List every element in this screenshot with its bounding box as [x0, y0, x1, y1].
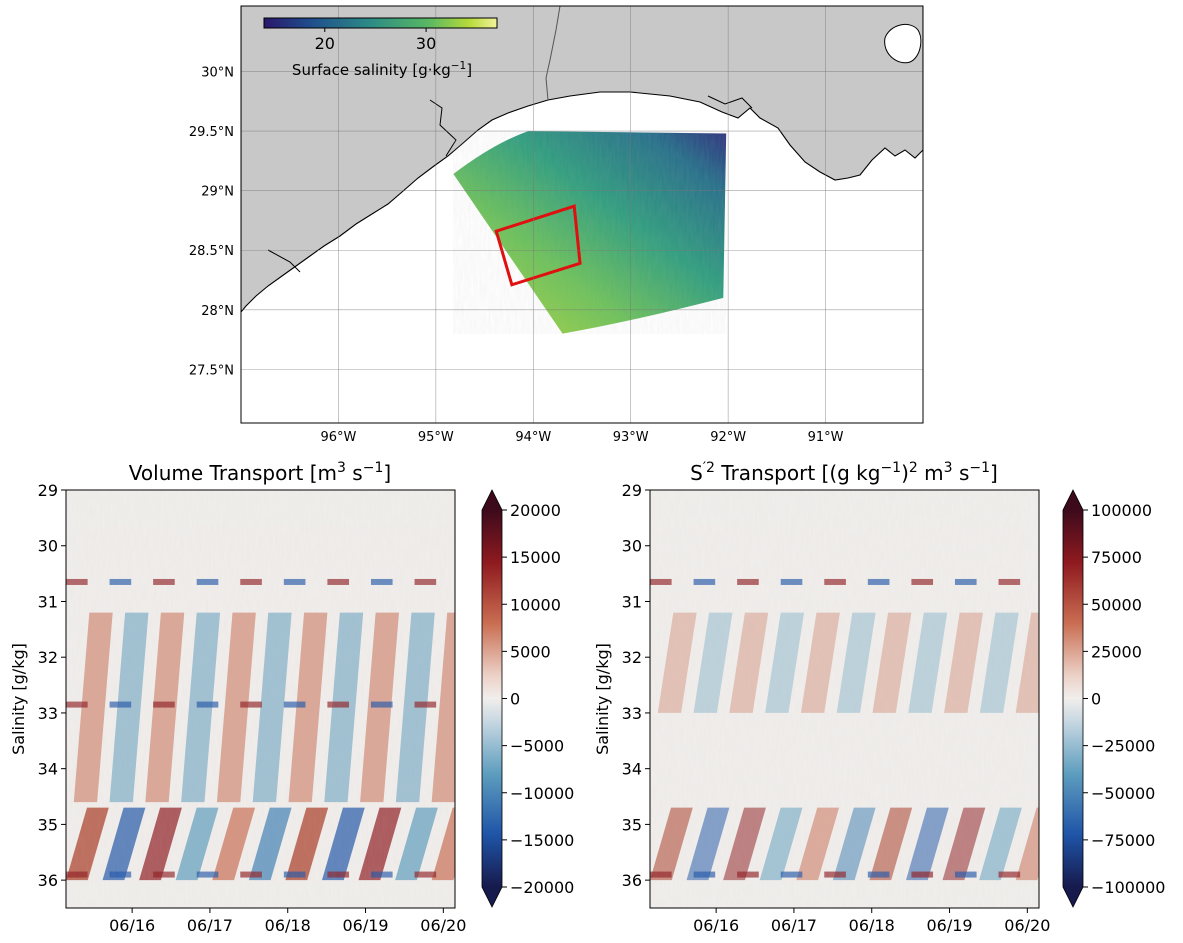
coastal-lake	[884, 23, 922, 64]
x-tick-label: 06/19	[926, 916, 972, 935]
y-tick-label: 33	[622, 704, 642, 723]
map-lat-tick: 30°N	[201, 66, 234, 81]
colorbar-tick-label: −5000	[510, 737, 564, 756]
map-lon-tick: 92°W	[710, 430, 746, 445]
x-tick-label: 06/18	[849, 916, 895, 935]
y-tick-label: 34	[38, 760, 58, 779]
colorbar-tick-label: 20000	[510, 501, 561, 520]
volume-transport-title: Volume Transport [m3 s−1]	[129, 460, 391, 485]
river-line	[545, 6, 561, 101]
y-tick-label: 32	[622, 648, 642, 667]
map-tick-labels: 96°W 95°W 94°W 93°W 92°W 91°W 27.5°N 28°N 28.5°N…	[189, 66, 844, 445]
salinity-variance-transport-colorbar: 100000 75000 50000 25000 0 −25000 −50000 −75000…	[1062, 489, 1165, 908]
map-lat-tick: 29.5°N	[189, 125, 234, 140]
colorbar-tick-label: 75000	[1091, 548, 1142, 567]
colorbar-tick-label: −15000	[510, 831, 574, 850]
y-tick-label: 31	[622, 592, 642, 611]
y-tick-label: 36	[38, 871, 58, 890]
x-tick-label: 06/17	[187, 916, 233, 935]
colorbar-tick-label: 100000	[1091, 501, 1152, 520]
colorbar-tick-label: 50000	[1091, 595, 1142, 614]
map-lon-tick: 93°W	[613, 430, 649, 445]
map-gridlines	[241, 6, 923, 423]
map-lon-tick: 96°W	[320, 430, 356, 445]
y-tick-label: 36	[622, 871, 642, 890]
colorbar-gradient	[1063, 510, 1083, 887]
salinity-variance-transport-frame	[649, 489, 1040, 909]
y-tick-label: 30	[622, 537, 642, 556]
x-tick-label: 06/16	[109, 916, 155, 935]
salinity-colorbar: 20 30 Surface salinity [g·kg−1]	[263, 17, 498, 79]
map-frame	[240, 5, 924, 424]
x-tick-label: 06/19	[342, 916, 388, 935]
colorbar-min-arrow	[1063, 887, 1083, 907]
salinity-variance-transport-title: S′2 Transport [(g kg−1)2 m3 s−1]	[690, 460, 998, 485]
x-tick-label: 06/20	[420, 916, 466, 935]
colorbar-tick-label: −100000	[1091, 878, 1165, 897]
volume-transport-panel: Volume Transport [m3 s−1] 06/16 06/17 06/1…	[9, 460, 574, 935]
colorbar-tick-label: 25000	[1091, 642, 1142, 661]
colorbar-tick-label: −75000	[1091, 831, 1155, 850]
x-tick-label: 06/18	[265, 916, 311, 935]
colorbar-gradient	[482, 510, 502, 887]
volume-transport-frame	[65, 489, 456, 909]
land-mass	[241, 6, 923, 313]
salinity-variance-transport-texture	[650, 490, 1039, 908]
map-lat-tick: 29°N	[201, 185, 234, 200]
colorbar-tick-label: 10000	[510, 595, 561, 614]
y-tick-label: 29	[38, 481, 58, 500]
y-tick-label: 30	[38, 537, 58, 556]
model-domain-texture	[453, 131, 727, 334]
map-lon-tick: 91°W	[808, 430, 844, 445]
salinity-colorbar-label: Surface salinity [g·kg−1]	[292, 60, 472, 79]
salinity-colorbar-tick-label: 20	[315, 34, 335, 53]
volume-transport-texture	[66, 490, 455, 908]
y-tick-label: 32	[38, 648, 58, 667]
x-tick-label: 06/16	[693, 916, 739, 935]
y-tick-label: 29	[622, 481, 642, 500]
salinity-colorbar-tick-label: 30	[416, 34, 436, 53]
surface-salinity-map: 96°W 95°W 94°W 93°W 92°W 91°W 27.5°N 28°N 28.5°N…	[189, 5, 924, 445]
colorbar-tick-label: 15000	[510, 548, 561, 567]
colorbar-max-arrow	[482, 490, 502, 510]
volume-transport-colorbar: 20000 15000 10000 5000 0 −5000 −10000 −15000 −20…	[481, 489, 574, 908]
y-tick-label: 34	[622, 760, 642, 779]
salinity-variance-transport-ylabel: Salinity [g/kg]	[593, 643, 612, 755]
colorbar-tick-label: 0	[1091, 690, 1101, 709]
volume-transport-axes: 06/16 06/17 06/18 06/19 06/20 29 30 31 32 33 34 35 3…	[38, 481, 467, 935]
map-lat-tick: 27.5°N	[189, 363, 234, 378]
colorbar-tick-label: −10000	[510, 784, 574, 803]
colorbar-tick-label: −50000	[1091, 784, 1155, 803]
colorbar-tick-label: −20000	[510, 878, 574, 897]
salinity-variance-transport-panel: S′2 Transport [(g kg−1)2 m3 s−1] 06/16 06…	[593, 460, 1165, 935]
map-lat-tick: 28.5°N	[189, 244, 234, 259]
salinity-variance-transport-axes: 06/16 06/17 06/18 06/19 06/20 29 30 31 32 33 34 35 3…	[622, 481, 1051, 935]
y-tick-label: 35	[622, 815, 642, 834]
map-lat-tick: 28°N	[201, 304, 234, 319]
colorbar-tick-label: 5000	[510, 642, 551, 661]
y-tick-label: 35	[38, 815, 58, 834]
volume-transport-ylabel: Salinity [g/kg]	[9, 643, 28, 755]
bay-shore	[267, 95, 753, 273]
colorbar-tick-label: −25000	[1091, 737, 1155, 756]
y-tick-label: 31	[38, 592, 58, 611]
analysis-box	[494, 204, 582, 287]
y-tick-label: 33	[38, 704, 58, 723]
map-lon-tick: 95°W	[418, 430, 454, 445]
colorbar-min-arrow	[482, 887, 502, 907]
map-lon-tick: 94°W	[515, 430, 551, 445]
colorbar-tick-label: 0	[510, 690, 520, 709]
x-tick-label: 06/17	[771, 916, 817, 935]
salinity-colorbar-ticks: 20 30	[315, 28, 436, 53]
colorbar-max-arrow	[1063, 490, 1083, 510]
salinity-colorbar-gradient	[263, 17, 498, 29]
x-tick-label: 06/20	[1004, 916, 1050, 935]
